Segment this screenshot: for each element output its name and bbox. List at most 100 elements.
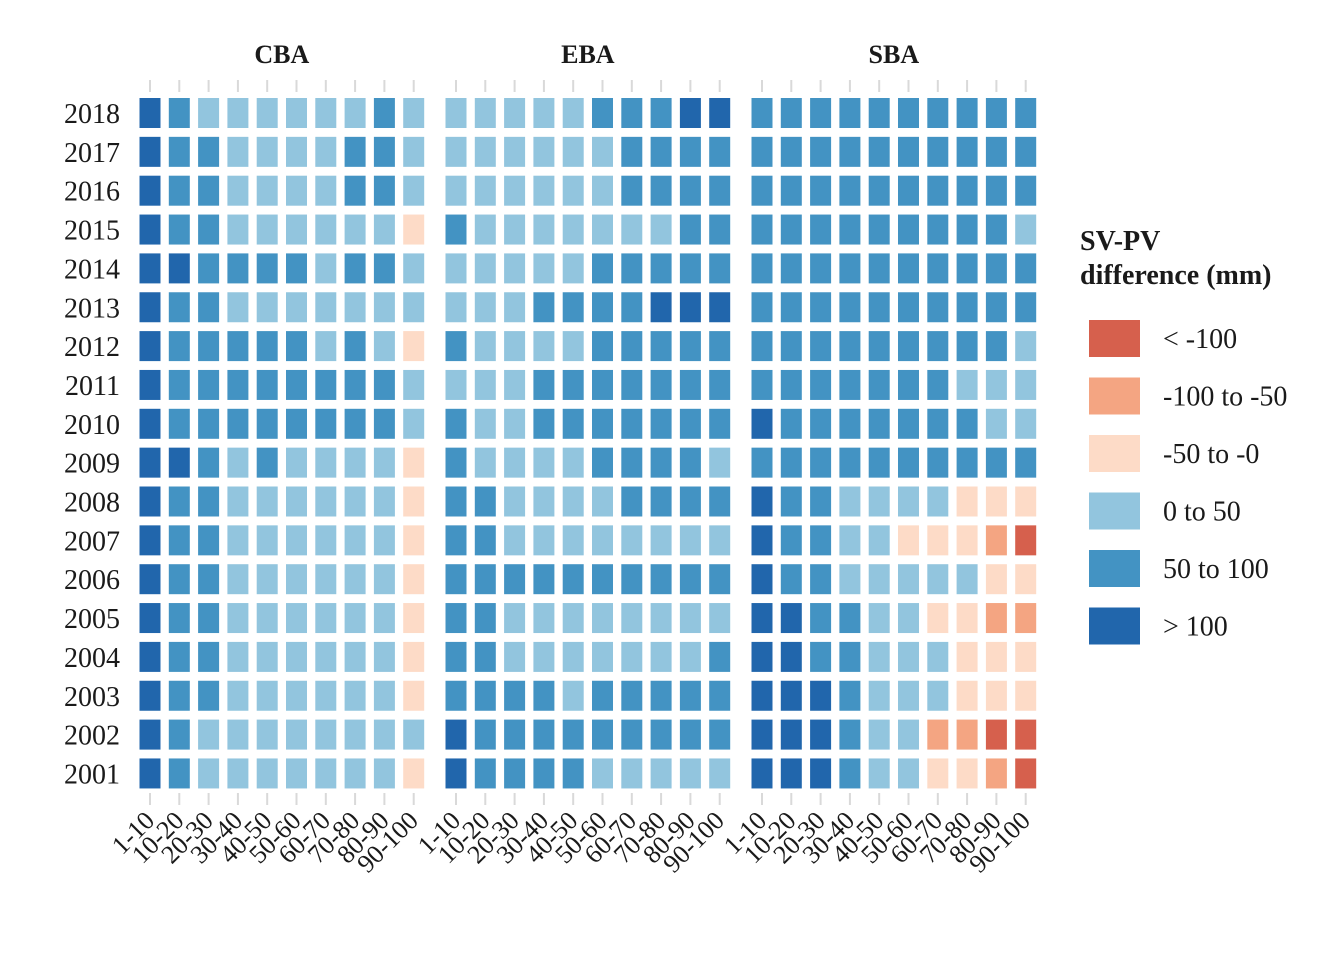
heatmap-cell-eba-2016-70-80 xyxy=(650,175,672,206)
heatmap-cell-cba-2014-60-70 xyxy=(315,253,337,284)
heatmap-cell-sba-2003-1-10 xyxy=(751,680,773,711)
heatmap-cell-cba-2010-80-90 xyxy=(373,408,395,439)
heatmap-cell-cba-2005-80-90 xyxy=(373,603,395,634)
heatmap-cell-cba-2009-20-30 xyxy=(198,447,220,478)
heatmap-cell-sba-2008-80-90 xyxy=(985,486,1007,517)
heatmap-cell-eba-2012-60-70 xyxy=(621,331,643,362)
heatmap-cell-eba-2014-1-10 xyxy=(445,253,467,284)
heatmap-cell-cba-2004-70-80 xyxy=(344,641,366,672)
heatmap-cell-sba-2006-60-70 xyxy=(927,564,949,595)
heatmap-cell-cba-2001-80-90 xyxy=(373,758,395,789)
heatmap-cell-sba-2003-70-80 xyxy=(956,680,978,711)
heatmap-cell-eba-2009-60-70 xyxy=(621,447,643,478)
legend-label: < -100 xyxy=(1163,324,1237,355)
heatmap-cell-cba-2009-40-50 xyxy=(256,447,278,478)
heatmap-cell-sba-2014-30-40 xyxy=(839,253,861,284)
heatmap-cell-eba-2018-50-60 xyxy=(592,98,613,128)
heatmap-cell-cba-2005-30-40 xyxy=(227,603,249,634)
heatmap-cell-cba-2008-80-90 xyxy=(373,486,395,517)
heatmap-cell-sba-2014-60-70 xyxy=(927,253,949,284)
heatmap-cell-sba-2009-60-70 xyxy=(927,447,949,478)
heatmap-cell-sba-2009-70-80 xyxy=(956,447,978,478)
heatmap-cell-eba-2010-60-70 xyxy=(621,408,643,439)
heatmap-cell-cba-2016-10-20 xyxy=(168,175,190,206)
heatmap-cell-sba-2010-10-20 xyxy=(780,408,802,439)
heatmap-cell-cba-2008-70-80 xyxy=(344,486,366,517)
heatmap-cell-cba-2015-70-80 xyxy=(344,214,366,245)
heatmap-cell-sba-2011-1-10 xyxy=(751,369,773,400)
heatmap-cell-sba-2004-90-100 xyxy=(1015,641,1037,672)
heatmap-cell-sba-2009-80-90 xyxy=(985,447,1007,478)
heatmap-cell-sba-2012-1-10 xyxy=(751,331,773,362)
heatmap-cell-sba-2010-60-70 xyxy=(927,408,949,439)
heatmap-cell-eba-2009-10-20 xyxy=(474,447,496,478)
legend-label: > 100 xyxy=(1163,612,1228,643)
facet-panel-cba: CBA1-1010-2020-3030-4040-5050-6060-7070-… xyxy=(106,40,425,878)
heatmap-cell-cba-2012-1-10 xyxy=(139,331,161,362)
heatmap-cell-eba-2017-10-20 xyxy=(474,136,496,167)
legend-title-line-1: SV-PV xyxy=(1080,226,1160,257)
heatmap-cell-eba-2018-10-20 xyxy=(474,98,496,128)
heatmap-cell-eba-2006-80-90 xyxy=(679,564,701,595)
heatmap-cell-cba-2018-80-90 xyxy=(373,98,395,128)
heatmap-cell-eba-2002-70-80 xyxy=(650,719,672,750)
heatmap-cell-eba-2001-70-80 xyxy=(650,758,672,789)
heatmap-cell-eba-2008-70-80 xyxy=(650,486,672,517)
heatmap-cell-eba-2006-1-10 xyxy=(445,564,467,595)
heatmap-cell-cba-2016-80-90 xyxy=(373,175,395,206)
heatmap-cell-cba-2018-70-80 xyxy=(344,98,366,128)
heatmap-cell-cba-2010-70-80 xyxy=(344,408,366,439)
heatmap-cell-sba-2017-50-60 xyxy=(898,136,919,167)
heatmap-cell-sba-2006-80-90 xyxy=(985,564,1007,595)
heatmap-cell-cba-2003-40-50 xyxy=(256,680,278,711)
heatmap-cell-sba-2015-60-70 xyxy=(927,214,949,245)
heatmap-cell-sba-2001-30-40 xyxy=(839,758,861,789)
heatmap-cell-sba-2013-40-50 xyxy=(868,292,890,323)
heatmap-cell-cba-2014-80-90 xyxy=(373,253,395,284)
heatmap-cell-eba-2015-30-40 xyxy=(533,214,555,245)
heatmap-cell-sba-2016-70-80 xyxy=(956,175,978,206)
heatmap-cell-cba-2013-40-50 xyxy=(256,292,278,323)
heatmap-cell-eba-2018-90-100 xyxy=(709,98,731,128)
heatmap-cell-cba-2007-80-90 xyxy=(373,525,395,556)
heatmap-cell-cba-2006-80-90 xyxy=(373,564,395,595)
heatmap-cell-cba-2015-80-90 xyxy=(373,214,395,245)
heatmap-cell-eba-2009-30-40 xyxy=(533,447,555,478)
heatmap-cell-sba-2002-10-20 xyxy=(780,719,802,750)
heatmap-cell-cba-2017-40-50 xyxy=(256,136,278,167)
y-tick-label: 2002 xyxy=(64,721,120,752)
heatmap-cell-cba-2010-20-30 xyxy=(198,408,220,439)
heatmap-cell-eba-2017-50-60 xyxy=(592,136,613,167)
heatmap-cell-sba-2010-70-80 xyxy=(956,408,978,439)
heatmap-cell-sba-2014-1-10 xyxy=(751,253,773,284)
heatmap-cell-eba-2013-80-90 xyxy=(679,292,701,323)
heatmap-cell-cba-2003-70-80 xyxy=(344,680,366,711)
heatmap-cell-cba-2012-40-50 xyxy=(256,331,278,362)
legend: SV-PV difference (mm) < -100 -100 to -50 -… xyxy=(1080,226,1287,645)
heatmap-cell-eba-2001-50-60 xyxy=(592,758,613,789)
heatmap-cell-sba-2002-80-90 xyxy=(985,719,1007,750)
heatmap-cell-eba-2006-60-70 xyxy=(621,564,643,595)
heatmap-cell-cba-2011-10-20 xyxy=(168,369,190,400)
heatmap-cell-sba-2018-30-40 xyxy=(839,98,861,128)
heatmap-cell-eba-2016-20-30 xyxy=(504,175,526,206)
heatmap-cell-eba-2016-50-60 xyxy=(592,175,613,206)
heatmap-cell-sba-2012-30-40 xyxy=(839,331,861,362)
legend-key xyxy=(1089,435,1140,472)
heatmap-cell-cba-2005-20-30 xyxy=(198,603,220,634)
y-tick-label: 2005 xyxy=(64,604,120,635)
heatmap-cell-cba-2016-20-30 xyxy=(198,175,220,206)
heatmap-cell-sba-2008-60-70 xyxy=(927,486,949,517)
heatmap-cell-eba-2005-1-10 xyxy=(445,603,467,634)
heatmap-cell-cba-2005-90-100 xyxy=(403,603,425,634)
heatmap-cell-sba-2012-70-80 xyxy=(956,331,978,362)
heatmap-cell-eba-2010-30-40 xyxy=(533,408,555,439)
heatmap-cell-sba-2008-20-30 xyxy=(810,486,832,517)
y-tick-label: 2018 xyxy=(64,99,120,130)
heatmap-cell-cba-2002-60-70 xyxy=(315,719,337,750)
heatmap-cell-cba-2009-10-20 xyxy=(168,447,190,478)
heatmap-cell-cba-2013-70-80 xyxy=(344,292,366,323)
heatmap-cell-sba-2002-1-10 xyxy=(751,719,773,750)
heatmap-cell-cba-2009-90-100 xyxy=(403,447,425,478)
heatmap-cell-eba-2006-20-30 xyxy=(504,564,526,595)
